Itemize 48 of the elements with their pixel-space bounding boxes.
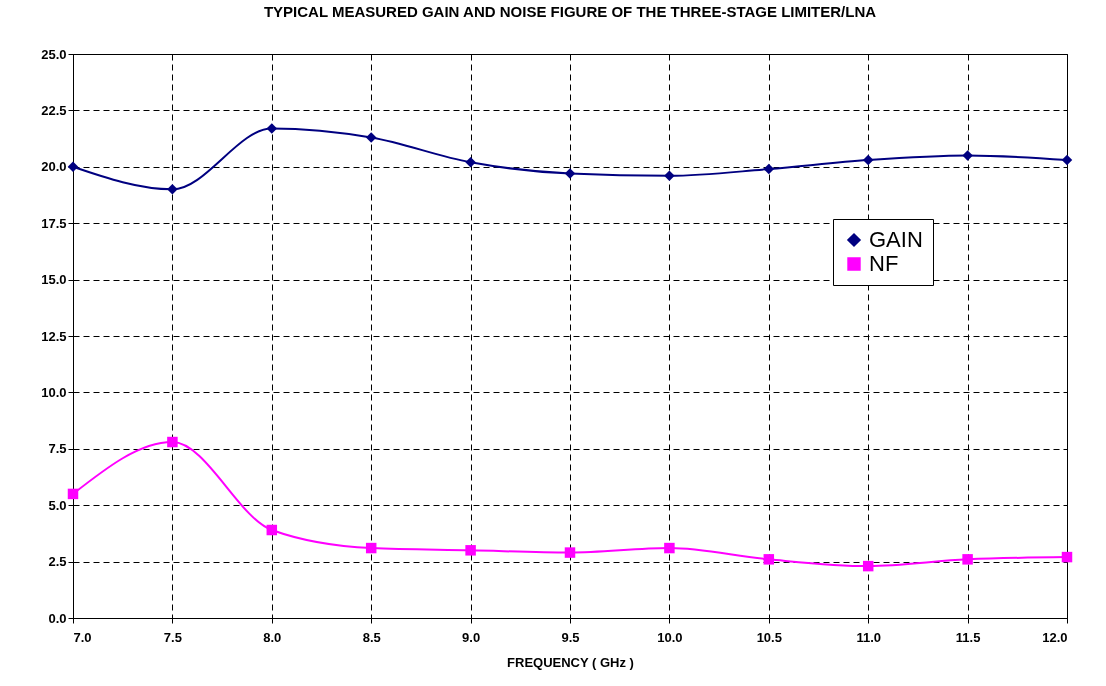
point (962, 554, 973, 565)
x-tick-label: 8.5 (362, 629, 381, 645)
x-tick-label: 11.0 (856, 629, 881, 645)
x-tick-label: 7.5 (163, 629, 182, 645)
x-tick-label: 7.0 (73, 629, 92, 645)
point (763, 554, 775, 565)
chart-title: TYPICAL MEASURED GAIN AND NOISE FIGURE OF THE THREE-STAGE LIMITER/LNA (263, 3, 877, 20)
y-tick-label: 10.0 (41, 384, 67, 400)
point (664, 542, 675, 554)
point (763, 163, 775, 175)
x-tick-label: 11.5 (955, 629, 981, 645)
point (167, 184, 178, 195)
x-axis-title: FREQUENCY ( GHz ) (507, 654, 634, 670)
point (664, 170, 675, 182)
y-tick-label: 17.5 (41, 215, 67, 231)
point (266, 524, 278, 536)
y-tick-label: 0.0 (48, 610, 67, 626)
x-tick-label: 9.0 (462, 629, 481, 645)
point (67, 488, 79, 500)
x-tick-label: 12.0 (1042, 629, 1068, 645)
point (862, 154, 874, 166)
y-tick-label: 2.5 (48, 554, 67, 570)
point (962, 150, 973, 161)
point (1061, 154, 1073, 166)
point (67, 161, 79, 173)
legend-label: GAIN (869, 227, 923, 252)
point (167, 436, 178, 448)
point (365, 542, 377, 554)
y-tick-label: 15.0 (41, 272, 67, 288)
point (862, 560, 874, 572)
point (465, 545, 476, 556)
y-tick-label: 12.5 (41, 328, 67, 344)
y-tick-label: 25.0 (41, 46, 67, 62)
y-tick-label: 7.5 (48, 441, 67, 457)
legend-label: NF (869, 251, 899, 276)
point (564, 547, 576, 558)
y-tick-label: 20.0 (41, 159, 67, 175)
x-tick-label: 9.5 (561, 629, 580, 645)
point (266, 123, 278, 134)
x-tick-label: 8.0 (263, 629, 282, 645)
x-tick-label: 10.5 (756, 629, 782, 645)
y-tick-label: 22.5 (41, 102, 67, 118)
point (465, 157, 476, 168)
y-tick-label: 5.0 (48, 497, 67, 513)
point (365, 132, 377, 143)
x-tick-label: 10.0 (657, 629, 683, 645)
point (564, 168, 576, 179)
point (1061, 551, 1073, 563)
